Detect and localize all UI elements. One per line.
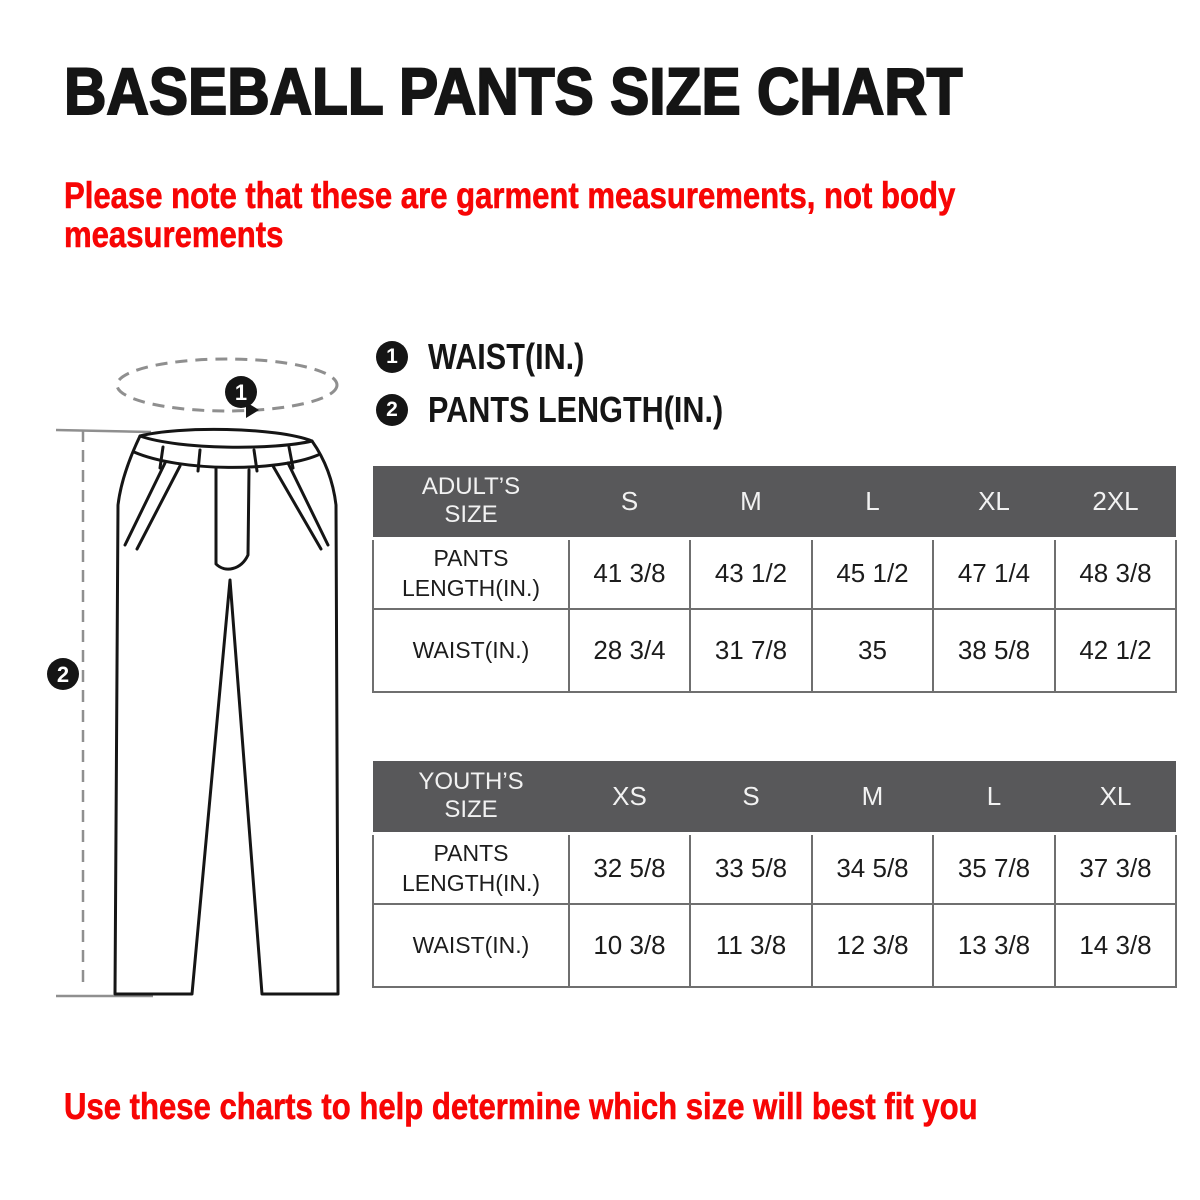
adult-table-header-row: ADULT’S SIZE S M L XL 2XL xyxy=(373,466,1176,540)
value-cell: 33 5/8 xyxy=(689,832,813,905)
left-pocket-seam xyxy=(123,461,167,547)
col-header: L xyxy=(812,466,933,540)
row-label: WAIST(IN.) xyxy=(372,608,570,693)
pants-silhouette xyxy=(113,427,340,996)
value-cell: 37 3/8 xyxy=(1054,832,1177,905)
legend-label-waist: WAIST(IN.) xyxy=(428,336,585,377)
value-cell: 34 5/8 xyxy=(811,832,934,905)
length-marker-number: 2 xyxy=(57,662,69,687)
waistband-bottom-arc xyxy=(132,450,320,469)
waist-marker-number: 1 xyxy=(235,380,247,405)
page-title-text: BASEBALL PANTS SIZE CHART xyxy=(63,54,963,128)
right-pocket-seam xyxy=(271,464,323,551)
value-cell: 28 3/4 xyxy=(568,608,691,693)
value-cell: 41 3/8 xyxy=(568,537,691,610)
table-row: WAIST(IN.) 28 3/4 31 7/8 35 38 5/8 42 1/… xyxy=(372,608,1177,693)
value-cell: 31 7/8 xyxy=(689,608,813,693)
legend-label-pants-length: PANTS LENGTH(IN.) xyxy=(428,389,724,430)
youth-table-header-row: YOUTH’S SIZE XS S M L XL xyxy=(373,761,1176,835)
footer-note: Use these charts to help determine which… xyxy=(64,1086,978,1128)
row-label: PANTS LENGTH(IN.) xyxy=(372,832,570,905)
col-header: 2XL xyxy=(1055,466,1176,540)
value-cell: 35 7/8 xyxy=(932,832,1056,905)
waist-guide-ellipse xyxy=(115,357,339,413)
youth-table-corner: YOUTH’S SIZE xyxy=(373,761,569,835)
col-header: XL xyxy=(933,466,1055,540)
right-pocket-seam xyxy=(286,461,330,547)
col-header: S xyxy=(690,761,812,835)
garment-measurement-note: Please note that these are garment measu… xyxy=(64,175,956,255)
value-cell: 14 3/8 xyxy=(1054,903,1177,988)
col-header: M xyxy=(690,466,812,540)
table-row: PANTS LENGTH(IN.) 41 3/8 43 1/2 45 1/2 4… xyxy=(372,537,1177,610)
legend-item-waist: 1 WAIST(IN.) xyxy=(376,336,775,377)
adult-size-table: ADULT’S SIZE S M L XL 2XL PANTS LENGTH(I… xyxy=(372,466,1177,693)
value-cell: 42 1/2 xyxy=(1054,608,1177,693)
value-cell: 47 1/4 xyxy=(932,537,1056,610)
measurement-legend: 1 WAIST(IN.) 2 PANTS LENGTH(IN.) xyxy=(376,336,775,446)
value-cell: 48 3/8 xyxy=(1054,537,1177,610)
belt-loop-divider xyxy=(252,448,259,473)
belt-loop-divider xyxy=(158,445,165,470)
value-cell: 11 3/8 xyxy=(689,903,813,988)
value-cell: 10 3/8 xyxy=(568,903,691,988)
legend-marker-1-number: 1 xyxy=(386,345,398,368)
pants-diagram: 1 2 xyxy=(47,357,340,998)
table-row: PANTS LENGTH(IN.) 32 5/8 33 5/8 34 5/8 3… xyxy=(372,832,1177,905)
fly-seam xyxy=(214,467,251,571)
col-header: M xyxy=(812,761,933,835)
waistband-inner-arc xyxy=(138,434,314,449)
value-cell: 13 3/8 xyxy=(932,903,1056,988)
length-marker-badge xyxy=(47,658,79,690)
legend-item-pants-length: 2 PANTS LENGTH(IN.) xyxy=(376,389,775,430)
waist-marker-badge xyxy=(225,376,257,408)
legend-marker-1-badge: 1 xyxy=(376,341,408,373)
col-header: XS xyxy=(569,761,690,835)
col-header: XL xyxy=(1055,761,1176,835)
table-row: WAIST(IN.) 10 3/8 11 3/8 12 3/8 13 3/8 1… xyxy=(372,903,1177,988)
value-cell: 38 5/8 xyxy=(932,608,1056,693)
value-cell: 35 xyxy=(811,608,934,693)
row-label: PANTS LENGTH(IN.) xyxy=(372,537,570,610)
waist-guide-arrow-icon xyxy=(246,402,259,418)
value-cell: 45 1/2 xyxy=(811,537,934,610)
value-cell: 43 1/2 xyxy=(689,537,813,610)
belt-loop-divider xyxy=(287,445,295,470)
adult-table-corner: ADULT’S SIZE xyxy=(373,466,569,540)
belt-loop-divider xyxy=(196,448,202,473)
value-cell: 32 5/8 xyxy=(568,832,691,905)
youth-size-table: YOUTH’S SIZE XS S M L XL PANTS LENGTH(IN… xyxy=(372,761,1177,988)
page-title: BASEBALL PANTS SIZE CHART xyxy=(63,54,1074,128)
row-label: WAIST(IN.) xyxy=(372,903,570,988)
left-pocket-seam xyxy=(135,464,182,551)
length-guide-top-tick xyxy=(55,428,152,434)
col-header: L xyxy=(933,761,1055,835)
value-cell: 12 3/8 xyxy=(811,903,934,988)
legend-marker-2-number: 2 xyxy=(386,398,398,421)
col-header: S xyxy=(569,466,690,540)
legend-marker-2-badge: 2 xyxy=(376,394,408,426)
